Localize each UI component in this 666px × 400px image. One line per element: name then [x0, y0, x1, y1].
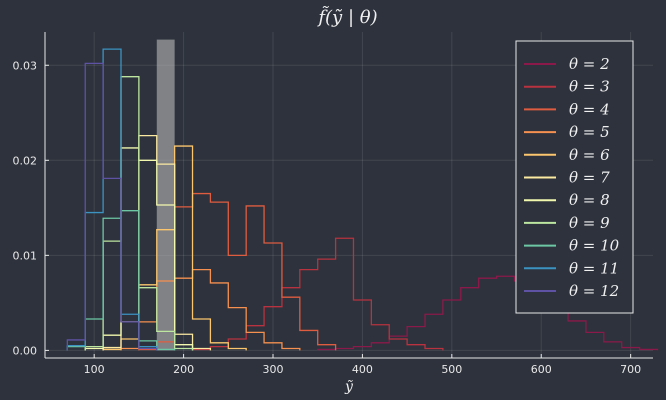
series-outline — [191, 237, 444, 351]
legend-entry: θ = 11 — [524, 259, 619, 277]
histogram-bin — [336, 238, 354, 350]
legend-label: θ = 8 — [569, 191, 610, 209]
x-tick-label: 500 — [441, 363, 462, 376]
histogram-bin — [353, 300, 371, 350]
series-outline — [84, 76, 194, 351]
histogram-bin — [210, 343, 228, 351]
legend-label: θ = 3 — [569, 78, 610, 96]
histogram-bin — [461, 288, 479, 351]
histogram-bin — [228, 308, 246, 351]
legend-entry: θ = 12 — [524, 282, 619, 300]
histogram-bin — [246, 206, 264, 350]
histogram-bin — [210, 283, 228, 350]
histogram-bin — [443, 300, 461, 350]
x-tick-label: 700 — [620, 363, 641, 376]
legend-entry: θ = 2 — [524, 55, 610, 73]
legend-entry: θ = 9 — [524, 214, 610, 232]
y-tick-label: 0.02 — [13, 154, 38, 167]
series-outline — [138, 192, 337, 351]
series-layer — [66, 48, 659, 351]
series-outline — [120, 268, 301, 351]
x-axis-label: ỹ — [344, 379, 354, 395]
legend-label: θ = 5 — [569, 123, 610, 141]
histogram-bin — [604, 342, 622, 351]
legend-label: θ = 11 — [569, 259, 619, 277]
histogram-bin — [425, 348, 443, 350]
histogram-bin — [318, 259, 336, 350]
legend-label: θ = 2 — [569, 55, 610, 73]
x-tick-label: 400 — [352, 363, 373, 376]
y-tick-label: 0.03 — [13, 59, 38, 72]
histogram-bin — [640, 349, 658, 350]
histogram-bin — [568, 321, 586, 350]
legend-label: θ = 9 — [569, 214, 610, 232]
y-ticks: 0.00 0.01 0.02 0.03 — [13, 59, 49, 357]
histogram-bin — [282, 297, 300, 350]
histogram-bin — [175, 146, 193, 350]
series-12 — [66, 62, 158, 351]
histogram-bin — [157, 205, 175, 350]
legend-label: θ = 6 — [569, 146, 610, 164]
series-outline — [317, 275, 659, 351]
histogram-bin — [497, 276, 515, 350]
highlight-band — [156, 39, 175, 351]
x-ticks: 100 200 300 400 500 600 700 — [84, 354, 641, 376]
series-outline — [66, 62, 158, 351]
histogram-bin — [121, 322, 139, 351]
histogram-bin — [193, 348, 211, 350]
histogram-bin — [246, 332, 264, 350]
y-tick-label: 0.01 — [13, 249, 38, 262]
axes — [44, 32, 653, 359]
legend-entry: θ = 5 — [524, 123, 610, 141]
histogram-bin — [264, 243, 282, 350]
histogram-bin — [425, 314, 443, 350]
legend-entry: θ = 10 — [524, 237, 620, 255]
histogram-bin — [318, 345, 336, 351]
legend-label: θ = 7 — [569, 169, 610, 187]
histogram-bin — [586, 332, 604, 350]
legend-entry: θ = 6 — [524, 146, 610, 164]
x-tick-label: 200 — [173, 363, 194, 376]
x-tick-label: 100 — [84, 363, 105, 376]
histogram-bin — [175, 348, 193, 350]
x-tick-label: 600 — [531, 363, 552, 376]
legend-label: θ = 12 — [569, 282, 619, 300]
legend-label: θ = 10 — [569, 237, 620, 255]
series-5 — [120, 268, 301, 351]
x-tick-label: 300 — [263, 363, 284, 376]
histogram-bin — [282, 348, 300, 350]
legend-entry: θ = 3 — [524, 78, 610, 96]
series-2 — [317, 275, 659, 351]
series-11 — [66, 48, 158, 351]
y-tick-label: 0.00 — [13, 344, 38, 357]
histogram-bin — [300, 330, 318, 350]
legend-label: θ = 4 — [569, 100, 610, 118]
histogram-bin — [103, 178, 121, 350]
histogram-bin — [622, 348, 640, 351]
legend: θ = 2 θ = 3 θ = 4 θ = 5 θ = 6 θ = 7 θ = 8 θ = 9… — [515, 40, 634, 314]
histogram-bin — [479, 278, 497, 350]
histogram-bin — [139, 348, 157, 350]
legend-entry: θ = 7 — [524, 169, 610, 187]
series-4 — [138, 192, 337, 351]
histogram-bin — [157, 331, 175, 350]
series-9 — [84, 76, 194, 351]
histogram-bin — [407, 345, 425, 351]
histogram-bin — [67, 340, 85, 350]
histogram-bin — [389, 339, 407, 350]
histogram-bin — [157, 349, 175, 350]
legend-entry: θ = 4 — [524, 100, 610, 118]
histogram-bin — [264, 343, 282, 351]
histogram-bin — [85, 63, 103, 350]
histogram-bin — [371, 325, 389, 351]
series-3 — [191, 237, 444, 351]
legend-entry: θ = 8 — [524, 191, 610, 209]
chart-title: f̃(ỹ | θ) — [316, 5, 377, 28]
highlight-layer — [156, 39, 175, 351]
series-outline — [66, 48, 158, 351]
histogram-bin — [193, 319, 211, 350]
histogram-bin — [228, 348, 246, 350]
